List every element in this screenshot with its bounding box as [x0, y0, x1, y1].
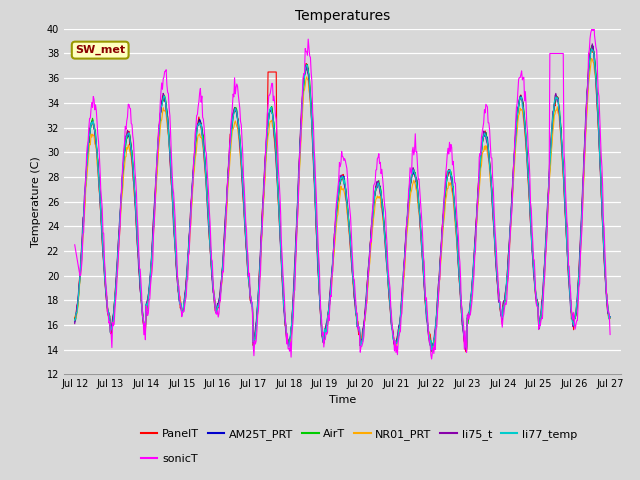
li75_t	[211, 302, 219, 308]
AirT	[386, 299, 394, 304]
Line: AirT: AirT	[75, 46, 610, 352]
sonicT	[211, 307, 219, 313]
AirT	[334, 197, 342, 203]
li75_t	[558, 146, 566, 152]
li77_temp	[440, 212, 447, 217]
AM25T_PRT	[589, 43, 597, 49]
sonicT	[334, 184, 342, 190]
NR01_PRT	[188, 196, 196, 202]
PanelT	[439, 218, 447, 224]
Line: NR01_PRT: NR01_PRT	[75, 59, 610, 351]
AirT	[558, 141, 566, 146]
AM25T_PRT	[606, 314, 614, 320]
AirT	[606, 315, 614, 321]
NR01_PRT	[558, 148, 566, 154]
sonicT	[590, 11, 598, 16]
AirT	[71, 316, 79, 322]
li75_t	[188, 183, 196, 189]
PanelT	[462, 349, 470, 355]
Line: AM25T_PRT: AM25T_PRT	[75, 46, 610, 350]
NR01_PRT	[386, 304, 394, 310]
li77_temp	[334, 195, 342, 201]
AirT	[588, 43, 595, 48]
AM25T_PRT	[334, 196, 342, 202]
sonicT	[606, 332, 614, 337]
AM25T_PRT	[558, 142, 566, 147]
Line: li77_temp: li77_temp	[75, 49, 610, 350]
sonicT	[558, 50, 566, 56]
Line: PanelT: PanelT	[75, 47, 610, 352]
Y-axis label: Temperature (C): Temperature (C)	[31, 156, 41, 247]
PanelT	[71, 314, 79, 320]
AM25T_PRT	[440, 211, 447, 216]
PanelT	[558, 143, 566, 149]
PanelT	[334, 194, 342, 200]
li77_temp	[71, 317, 79, 323]
Line: li75_t: li75_t	[75, 44, 610, 351]
li75_t	[588, 41, 596, 47]
AM25T_PRT	[188, 185, 196, 191]
li75_t	[440, 203, 447, 208]
Text: SW_met: SW_met	[75, 45, 125, 55]
AirT	[188, 190, 196, 195]
li77_temp	[606, 314, 614, 320]
AM25T_PRT	[428, 348, 435, 353]
AM25T_PRT	[71, 319, 79, 325]
Title: Temperatures: Temperatures	[295, 10, 390, 24]
li77_temp	[211, 303, 219, 309]
NR01_PRT	[429, 348, 436, 354]
NR01_PRT	[211, 302, 219, 308]
PanelT	[588, 44, 596, 49]
AirT	[211, 304, 219, 310]
sonicT	[440, 209, 447, 215]
li75_t	[71, 321, 79, 326]
PanelT	[211, 308, 219, 314]
NR01_PRT	[588, 56, 595, 61]
AirT	[428, 349, 435, 355]
AirT	[440, 211, 447, 216]
sonicT	[188, 187, 196, 193]
NR01_PRT	[440, 221, 447, 227]
li77_temp	[188, 185, 196, 191]
X-axis label: Time: Time	[329, 395, 356, 405]
li75_t	[334, 192, 342, 198]
li75_t	[428, 348, 435, 354]
PanelT	[386, 302, 394, 308]
AM25T_PRT	[211, 304, 219, 310]
li77_temp	[588, 46, 595, 52]
Legend: sonicT: sonicT	[136, 449, 202, 468]
NR01_PRT	[606, 315, 614, 321]
sonicT	[71, 242, 79, 248]
NR01_PRT	[71, 314, 79, 320]
li75_t	[386, 303, 394, 309]
li75_t	[606, 314, 614, 320]
sonicT	[428, 356, 435, 362]
Line: sonicT: sonicT	[75, 13, 610, 359]
li77_temp	[428, 347, 435, 353]
PanelT	[188, 188, 196, 193]
PanelT	[606, 315, 614, 321]
sonicT	[386, 285, 394, 291]
AM25T_PRT	[386, 302, 394, 308]
NR01_PRT	[334, 211, 342, 217]
li77_temp	[558, 139, 566, 145]
li77_temp	[386, 301, 394, 307]
